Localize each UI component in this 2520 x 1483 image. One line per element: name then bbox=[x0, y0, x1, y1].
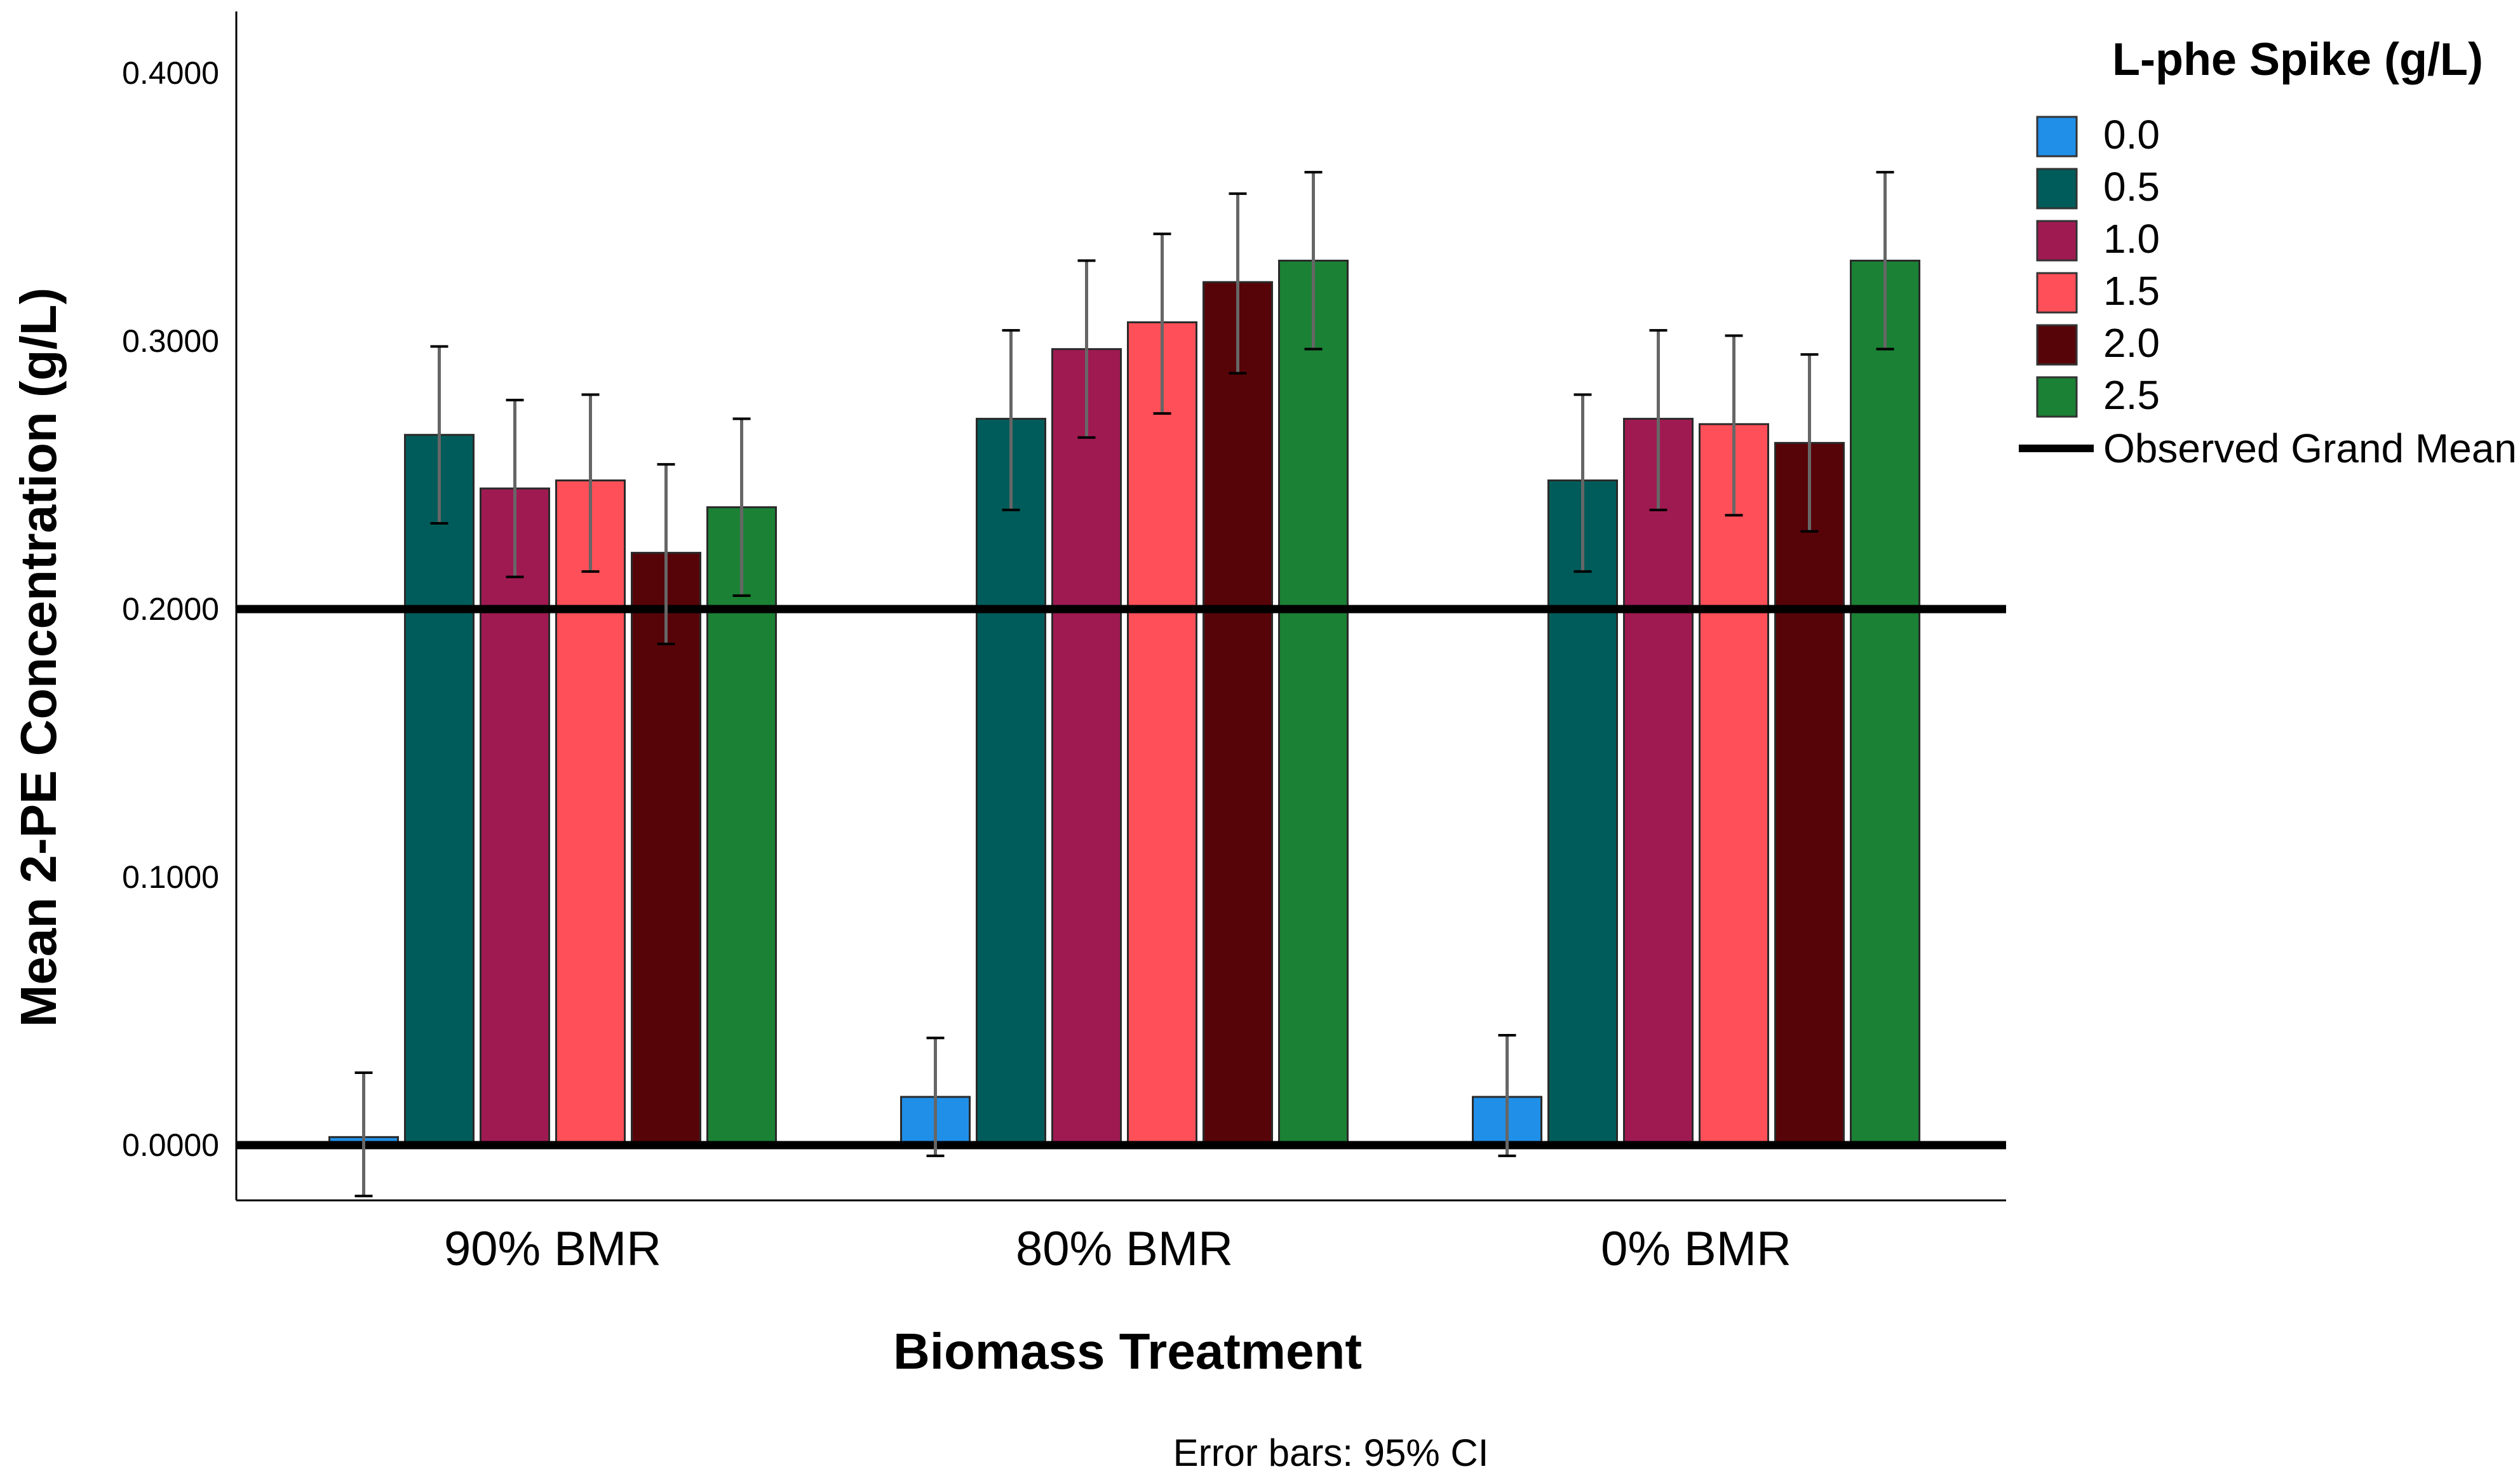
bar bbox=[706, 506, 777, 1146]
legend-swatch bbox=[2036, 376, 2078, 418]
y-tick-label: 0.4000 bbox=[122, 55, 219, 91]
reference-lines bbox=[236, 605, 2006, 1150]
error-bar bbox=[1002, 329, 1020, 511]
error-bar bbox=[657, 463, 675, 645]
error-bar bbox=[732, 417, 751, 597]
bar bbox=[976, 417, 1046, 1146]
legend-label: 1.0 bbox=[2103, 216, 2160, 262]
error-bars-footnote: Error bars: 95% CI bbox=[1173, 1432, 1489, 1474]
y-tick-label: 0.1000 bbox=[122, 859, 219, 895]
bar bbox=[1278, 259, 1349, 1146]
bar bbox=[631, 551, 701, 1146]
bar bbox=[480, 487, 550, 1146]
error-bar bbox=[1229, 192, 1247, 375]
legend-label: 0.5 bbox=[2103, 164, 2160, 210]
y-tick-label: 0.2000 bbox=[122, 591, 219, 627]
x-category-label: 0% BMR bbox=[1601, 1222, 1791, 1276]
x-axis-title: Biomass Treatment bbox=[893, 1323, 1362, 1379]
error-bar bbox=[1498, 1033, 1516, 1157]
legend-label-grand-mean: Observed Grand Mean bbox=[2103, 426, 2517, 471]
legend-label: 1.5 bbox=[2103, 268, 2160, 314]
bar bbox=[404, 434, 475, 1146]
legend-title: L-phe Spike (g/L) bbox=[2112, 34, 2483, 85]
error-bar bbox=[1304, 171, 1323, 351]
legend: L-phe Spike (g/L) 0.0 0.5 1.0 1.5 2.0 2.5 Obse… bbox=[2019, 34, 2517, 471]
legend-swatch bbox=[2036, 168, 2078, 210]
legend-label: 2.5 bbox=[2103, 372, 2160, 418]
x-category-labels: 90% BMR 80% BMR 0% BMR bbox=[444, 1222, 1791, 1276]
legend-swatch bbox=[2036, 272, 2078, 314]
bar bbox=[1051, 348, 1122, 1146]
y-ticks: 0.0000 0.1000 0.2000 0.3000 0.4000 bbox=[122, 55, 219, 1163]
error-bar bbox=[581, 393, 600, 573]
bar bbox=[1699, 423, 1769, 1146]
y-tick-label: 0.0000 bbox=[122, 1127, 219, 1163]
error-bar bbox=[430, 345, 448, 525]
x-category-label: 90% BMR bbox=[444, 1222, 661, 1276]
error-bar bbox=[1153, 232, 1171, 415]
error-bar bbox=[1800, 353, 1819, 533]
legend-swatch bbox=[2036, 324, 2078, 366]
legend-label: 2.0 bbox=[2103, 320, 2160, 366]
legend-swatch bbox=[2036, 220, 2078, 262]
error-bar bbox=[1876, 171, 1894, 351]
bar bbox=[555, 479, 626, 1146]
error-bar bbox=[926, 1037, 945, 1157]
bar bbox=[1203, 281, 1273, 1146]
error-bar bbox=[1649, 329, 1668, 511]
bar bbox=[1850, 259, 1920, 1146]
error-bar bbox=[1725, 334, 1743, 517]
y-axis-title: Mean 2-PE Concentration (g/L) bbox=[10, 288, 67, 1028]
error-bar bbox=[1573, 393, 1592, 573]
error-bars bbox=[354, 171, 1894, 1198]
x-category-label: 80% BMR bbox=[1016, 1222, 1233, 1276]
error-bar bbox=[354, 1071, 373, 1198]
legend-label: 0.0 bbox=[2103, 112, 2160, 158]
error-bar bbox=[506, 398, 524, 579]
bar bbox=[1774, 441, 1845, 1146]
legend-swatch bbox=[2036, 116, 2078, 158]
error-bar bbox=[1077, 259, 1096, 439]
bar bbox=[1547, 479, 1618, 1146]
bars bbox=[328, 259, 1920, 1146]
y-tick-label: 0.3000 bbox=[122, 323, 219, 359]
bar bbox=[1127, 321, 1197, 1146]
bar bbox=[1623, 417, 1694, 1146]
